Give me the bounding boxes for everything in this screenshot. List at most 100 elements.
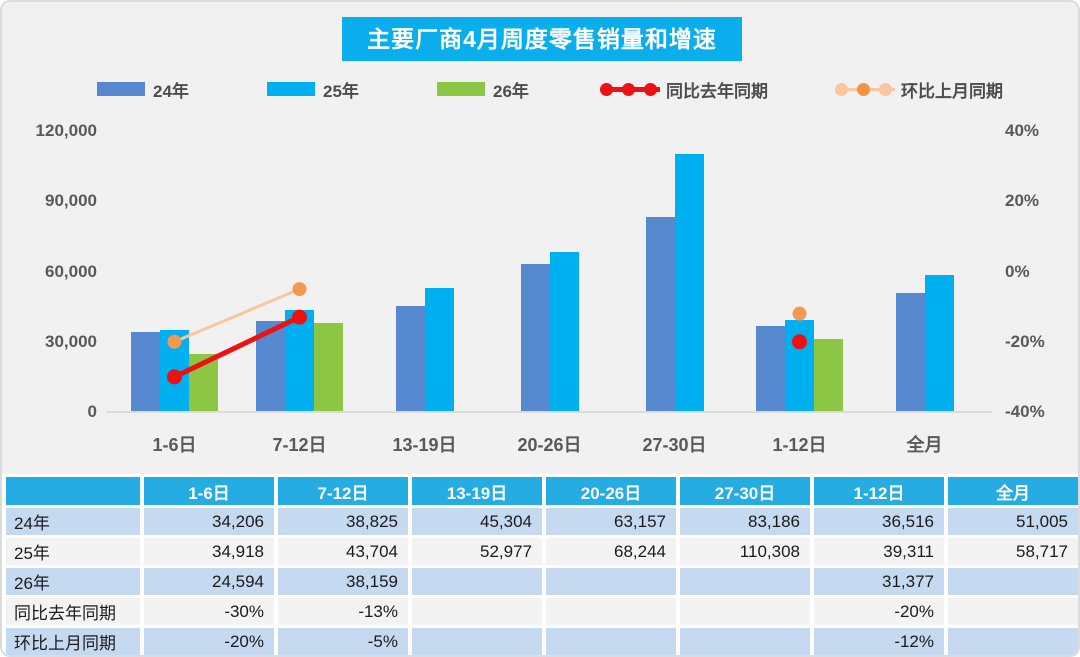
table-row: 26年 24,594 38,159 31,377 (6, 568, 1078, 595)
table-header-row: 1-6日 7-12日 13-19日 20-26日 27-30日 1-12日 全月 (6, 477, 1078, 505)
bar-24年-1-6日 (131, 331, 160, 412)
table-row: 25年 34,918 43,704 52,977 68,244 110,308 39,311… (6, 538, 1078, 565)
y-axis-left-tick: 0 (87, 402, 97, 421)
y-axis-right-tick: 0% (1005, 261, 1030, 281)
legend-item-24年: 24年 (97, 78, 189, 101)
x-axis-label-1-6日: 1-6日 (152, 435, 197, 455)
bar-25年-27-30日 (674, 153, 704, 412)
x-axis-label-1-12日: 1-12日 (772, 435, 827, 455)
legend-item-25年: 25年 (267, 78, 359, 101)
bar-24年-7-12日 (256, 321, 285, 412)
table-cell: 43,704 (278, 538, 408, 565)
row-label: 26年 (6, 568, 140, 595)
table-header-cell: 7-12日 (278, 477, 408, 505)
table-cell: -5% (278, 628, 408, 655)
table-cell: 63,157 (546, 508, 676, 535)
table-cell: 38,159 (278, 568, 408, 595)
table-header-cell: 27-30日 (680, 477, 810, 505)
x-axis-label-7-12日: 7-12日 (272, 435, 327, 455)
table-cell: 52,977 (412, 538, 542, 565)
dot-环比上月同期-1-12日 (792, 306, 807, 321)
legend-line-icon (835, 82, 897, 96)
table-cell: 34,918 (144, 538, 274, 565)
x-axis-label-27-30日: 27-30日 (642, 435, 707, 455)
bar-25年-1-6日 (160, 330, 189, 412)
table-cell: 51,005 (948, 508, 1078, 535)
table-cell: 34,206 (144, 508, 274, 535)
bar-25年-20-26日 (549, 252, 579, 412)
y-axis-left-tick: 60,000 (45, 261, 97, 281)
bar-25年-全月 (924, 274, 954, 412)
legend-item-同比去年同期: 同比去年同期 (600, 78, 768, 101)
table-cell (546, 568, 676, 595)
table-cell: 24,594 (144, 568, 274, 595)
y-axis-left-tick: 30,000 (45, 331, 97, 351)
table-cell (680, 628, 810, 655)
table-cell: 36,516 (814, 508, 944, 535)
bar-24年-1-12日 (756, 326, 785, 412)
bar-25年-13-19日 (424, 287, 454, 412)
table-cell: 110,308 (680, 538, 810, 565)
legend-label: 24年 (153, 81, 189, 101)
table-cell (680, 598, 810, 625)
chart-title: 主要厂商4月周度零售销量和增速 (342, 17, 742, 61)
bar-24年-全月 (895, 292, 925, 412)
table-header-cell: 13-19日 (412, 477, 542, 505)
x-axis-label-13-19日: 13-19日 (392, 435, 457, 455)
legend-label: 25年 (323, 81, 359, 101)
row-label: 同比去年同期 (6, 598, 140, 625)
y-axis-left-tick: 90,000 (45, 191, 97, 211)
table-cell: -12% (814, 628, 944, 655)
x-axis-label-20-26日: 20-26日 (517, 435, 582, 455)
bar-26年-1-6日 (189, 354, 218, 412)
x-axis-label-全月: 全月 (906, 435, 943, 455)
x-axis-line (106, 411, 992, 413)
table-cell (948, 598, 1078, 625)
table-cell: -30% (144, 598, 274, 625)
table-cell: -20% (814, 598, 944, 625)
bar-24年-27-30日 (645, 217, 675, 412)
data-table-section: 1-6日 7-12日 13-19日 20-26日 27-30日 1-12日 全月 24年 34,… (2, 474, 1078, 655)
dot-环比上月同期-7-12日 (292, 282, 307, 297)
bar-24年-13-19日 (395, 305, 425, 412)
y-axis-right-tick: -40% (1005, 402, 1045, 421)
row-label: 24年 (6, 508, 140, 535)
bar-25年-1-12日 (785, 319, 814, 412)
legend-line-icon (600, 82, 662, 96)
table-header-cell: 1-12日 (814, 477, 944, 505)
table-cell: 38,825 (278, 508, 408, 535)
table-header-cell: 全月 (948, 477, 1078, 505)
table-cell: 68,244 (546, 538, 676, 565)
sales-table: 1-6日 7-12日 13-19日 20-26日 27-30日 1-12日 全月 24年 34,… (2, 474, 1078, 655)
bar-25年-7-12日 (285, 309, 314, 412)
legend-label: 同比去年同期 (666, 81, 768, 101)
table-cell (412, 598, 542, 625)
legend-swatch-icon (97, 82, 145, 96)
legend-swatch-icon (267, 82, 315, 96)
table-header-cell: 1-6日 (144, 477, 274, 505)
table-cell (412, 628, 542, 655)
legend-item-26年: 26年 (437, 78, 529, 101)
bar-24年-20-26日 (520, 264, 550, 412)
table-cell: 31,377 (814, 568, 944, 595)
y-axis-right-tick: 20% (1005, 191, 1040, 211)
table-row: 环比上月同期 -20% -5% -12% (6, 628, 1078, 655)
legend-item-环比上月同期: 环比上月同期 (835, 78, 1003, 101)
legend-label: 26年 (493, 81, 529, 101)
table-cell: 83,186 (680, 508, 810, 535)
y-axis-left-tick: 120,000 (35, 121, 97, 140)
y-axis-right-tick: 40% (1005, 121, 1040, 140)
bar-26年-1-12日 (814, 338, 843, 412)
table-cell (412, 568, 542, 595)
table-cell (680, 568, 810, 595)
table-row: 同比去年同期 -30% -13% -20% (6, 598, 1078, 625)
table-cell: -13% (278, 598, 408, 625)
table-header-cell (6, 477, 140, 505)
legend-label: 环比上月同期 (901, 81, 1003, 101)
table-cell: -20% (144, 628, 274, 655)
table-cell: 39,311 (814, 538, 944, 565)
table-cell: 45,304 (412, 508, 542, 535)
table-cell (546, 628, 676, 655)
table-cell (546, 598, 676, 625)
